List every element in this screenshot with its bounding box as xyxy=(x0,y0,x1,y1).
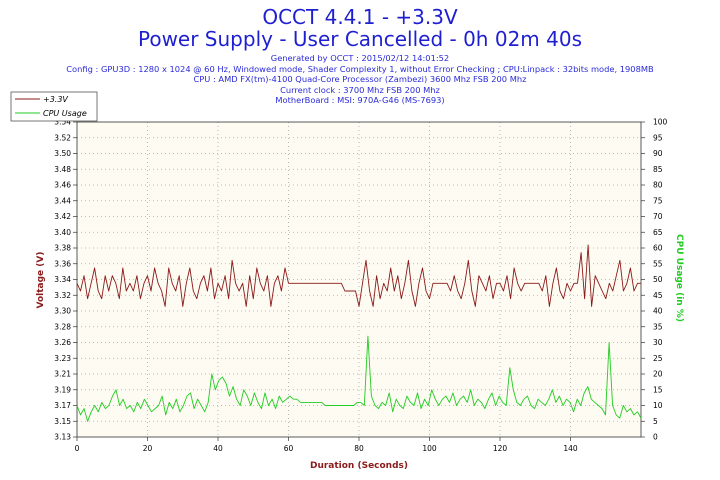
y2-tick-label: 20 xyxy=(653,370,663,379)
y-tick-label: 3.17 xyxy=(54,401,71,410)
y2-tick-label: 50 xyxy=(653,275,663,284)
y2-tick-label: 75 xyxy=(653,196,663,205)
legend-cpu-label: CPU Usage xyxy=(43,109,87,118)
y-tick-label: 3.26 xyxy=(54,338,71,347)
x-axis-title: Duration (Seconds) xyxy=(310,461,408,471)
y2-tick-label: 30 xyxy=(653,338,663,347)
info-cpu: CPU : AMD FX(tm)-4100 Quad-Core Processo… xyxy=(193,74,527,84)
info-clock: Current clock : 3700 Mhz FSB 200 Mhz xyxy=(280,84,440,95)
y2-tick-label: 90 xyxy=(653,149,663,158)
y-tick-label: 3.21 xyxy=(54,370,71,379)
plot-area xyxy=(77,122,641,437)
legend: +3.3V CPU Usage xyxy=(10,91,98,122)
y-tick-label: 3.30 xyxy=(54,307,71,316)
y2-tick-label: 60 xyxy=(653,244,663,253)
info-generated: Generated by OCCT : 2015/02/12 14:01:52 xyxy=(270,53,450,63)
axes: 3.13 3.15 3.17 3.19 3.21 3.23 3.26 3.28 3.30 3.32… xyxy=(54,118,667,453)
y-tick-label: 3.46 xyxy=(54,181,71,190)
y2-tick-label: 10 xyxy=(653,401,663,410)
y-tick-label: 3.23 xyxy=(54,354,71,363)
x-tick-label: 120 xyxy=(493,444,508,453)
y2-tick-label: 0 xyxy=(653,433,658,442)
y-tick-label: 3.54 xyxy=(54,118,71,127)
voltage-series-line xyxy=(76,244,641,307)
y-tick-label: 3.19 xyxy=(54,385,71,394)
chart-title: OCCT 4.4.1 - +3.3V xyxy=(262,5,458,29)
chart-subtitle: Power Supply - User Cancelled - 0h 02m 4… xyxy=(137,27,582,51)
y-tick-label: 3.44 xyxy=(54,196,71,205)
cpu-usage-series-line xyxy=(76,335,642,422)
legend-box xyxy=(10,91,98,122)
y-tick-label: 3.48 xyxy=(54,165,71,174)
legend-voltage-label: +3.3V xyxy=(43,95,68,104)
y2-tick-label: 45 xyxy=(653,291,663,300)
y-tick-label: 3.42 xyxy=(54,212,71,221)
series-lines xyxy=(76,244,642,422)
x-tick-label: 20 xyxy=(143,444,153,453)
y-tick-label: 3.52 xyxy=(54,133,71,142)
x-tick-label: 40 xyxy=(213,444,223,453)
y2-tick-label: 25 xyxy=(653,354,663,363)
y-tick-label: 3.50 xyxy=(54,149,71,158)
x-tick-label: 60 xyxy=(284,444,294,453)
info-config: Config : GPU3D : 1280 x 1024 @ 60 Hz, Wi… xyxy=(66,63,654,74)
y-tick-label: 3.32 xyxy=(54,291,71,300)
x-tick-label: 140 xyxy=(563,444,578,453)
y2-tick-label: 65 xyxy=(653,228,663,237)
y-tick-label: 3.13 xyxy=(54,433,71,442)
y-tick-label: 3.40 xyxy=(54,228,71,237)
y2-axis-title: CPU Usage (in %) xyxy=(674,234,684,322)
y-tick-label: 3.28 xyxy=(54,322,71,331)
x-tick-label: 80 xyxy=(354,444,364,453)
y-tick-label: 3.38 xyxy=(54,244,71,253)
y2-tick-label: 70 xyxy=(653,212,663,221)
y2-tick-label: 15 xyxy=(653,385,663,394)
y2-tick-label: 35 xyxy=(653,322,663,331)
y2-tick-label: 95 xyxy=(653,133,663,142)
chart-header: OCCT 4.4.1 - +3.3V Power Supply - User C… xyxy=(0,0,720,106)
y-tick-label: 3.36 xyxy=(54,259,71,268)
x-tick-label: 0 xyxy=(75,444,80,453)
y2-tick-label: 5 xyxy=(653,417,658,426)
info-motherboard: MotherBoard : MSI: 970A-G46 (MS-7693) xyxy=(275,95,445,105)
y2-tick-label: 40 xyxy=(653,307,663,316)
y-tick-label: 3.15 xyxy=(54,417,71,426)
y2-tick-label: 55 xyxy=(653,259,663,268)
y2-tick-label: 85 xyxy=(653,165,663,174)
y-tick-label: 3.34 xyxy=(54,275,71,284)
y2-tick-label: 100 xyxy=(653,118,668,127)
x-tick-label: 100 xyxy=(422,444,437,453)
y-axis-title: Voltage (V) xyxy=(36,252,46,309)
y2-tick-label: 80 xyxy=(653,181,663,190)
